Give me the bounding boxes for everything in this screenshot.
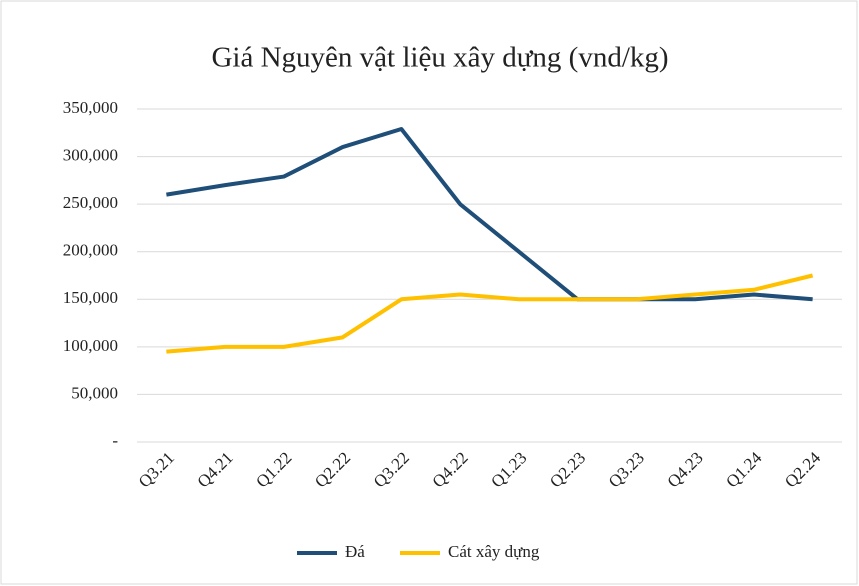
legend-label: Cát xây dựng: [448, 542, 540, 561]
y-tick-label: -: [112, 431, 118, 450]
y-tick-label: 200,000: [63, 241, 118, 260]
y-tick-label: 250,000: [63, 193, 118, 212]
series-line: [166, 273, 814, 354]
y-tick-label: 100,000: [63, 336, 118, 355]
y-tick-label: 150,000: [63, 288, 118, 307]
y-tick-label: 300,000: [63, 145, 118, 164]
series-line: [166, 126, 813, 302]
legend-label: Đá: [345, 542, 365, 561]
y-tick-label: 350,000: [63, 98, 118, 117]
y-tick-label: 50,000: [71, 383, 118, 402]
chart-title: Giá Nguyên vật liệu xây dựng (vnd/kg): [211, 42, 668, 74]
